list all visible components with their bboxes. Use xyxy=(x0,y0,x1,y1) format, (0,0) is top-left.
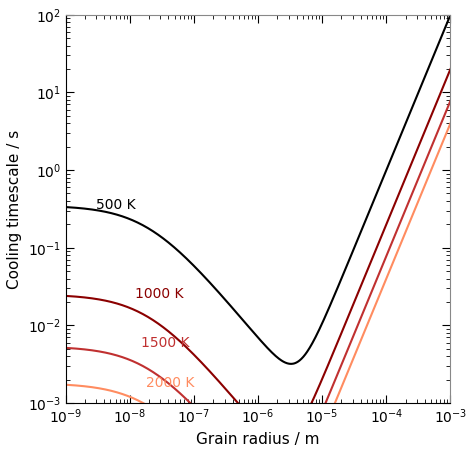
Text: 1000 K: 1000 K xyxy=(135,287,183,301)
Text: 1500 K: 1500 K xyxy=(141,336,190,350)
Text: 2000 K: 2000 K xyxy=(146,376,194,390)
Text: 500 K: 500 K xyxy=(96,198,136,212)
Y-axis label: Cooling timescale / s: Cooling timescale / s xyxy=(7,129,22,288)
X-axis label: Grain radius / m: Grain radius / m xyxy=(196,432,320,447)
